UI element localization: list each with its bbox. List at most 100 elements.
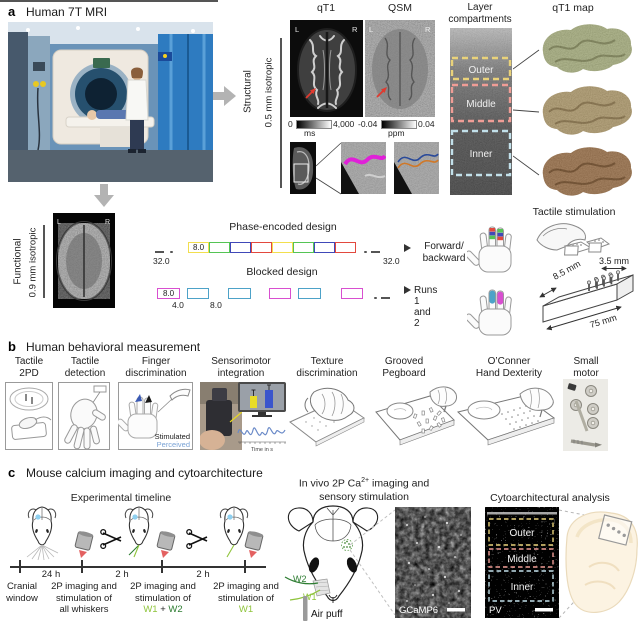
blocked-design-title: Blocked design — [246, 266, 318, 278]
functional-brain-image: L R — [53, 213, 115, 308]
timeline-title: Experimental timeline — [70, 492, 172, 504]
phase-edge-right: 32.0 — [383, 256, 400, 266]
bar-blue — [265, 390, 273, 408]
timeline-event-3: 2P imaging and stimulation of W1 — [213, 581, 279, 616]
bar-yellow — [250, 396, 257, 408]
qt1-map-title: qT1 map — [552, 2, 594, 14]
item-title-grooved-pegboard: Grooved Pegboard — [382, 356, 426, 379]
stimulated-pointer — [145, 395, 152, 403]
blocked-box-6 — [341, 288, 363, 299]
perceived-pointer — [135, 394, 142, 402]
timeline-event-1: 2P imaging and stimulation of all whiskers — [51, 581, 117, 616]
air-puff-bar — [303, 596, 308, 621]
qsm-scale-unit: ppm — [388, 128, 405, 138]
blocked-box-4 — [269, 288, 291, 299]
blocked-period-label: 8.0 — [210, 300, 222, 310]
pv-outer-box — [488, 518, 554, 546]
grooved-pegboard-drawing — [375, 386, 457, 446]
functional-left-marker: L — [57, 219, 61, 226]
hand-blocked — [467, 289, 512, 336]
panel-b-title: Human behavioral measurement — [26, 340, 201, 354]
sensorimotor-photo — [200, 382, 242, 450]
qsm-scale-max: 0.04 — [418, 119, 435, 129]
event3-w1: W1 — [238, 604, 254, 616]
interval-2h-b: 2 h — [196, 569, 210, 580]
middle-layer-box — [450, 83, 512, 123]
blocked-box-1: 8.0 — [157, 288, 180, 299]
qt1-red-arrow-icon — [305, 88, 316, 99]
qsm-gradient-bar — [381, 120, 417, 129]
mri-room-photo — [8, 22, 213, 182]
coronal-slice-schematic — [559, 509, 638, 619]
finger-discrimination-drawing: Stimulated Perceived — [118, 382, 193, 450]
phase-box-5 — [272, 242, 293, 253]
item-title-texture-discrimination: Texture discrimination — [296, 356, 358, 379]
oconner-dexterity-drawing — [456, 387, 556, 446]
dim-depth-label: 8.5 mm — [551, 258, 582, 281]
objective-icon-1 — [74, 531, 94, 558]
qt1-gradient-bar — [296, 120, 332, 129]
phase-arrow-icon — [404, 244, 411, 252]
event2-w1: W1 — [143, 604, 158, 616]
contour-blue — [397, 153, 439, 163]
pv-image: Outer Middle Inner PV — [485, 507, 559, 618]
qt1-scale-min: 0 — [288, 119, 293, 129]
qt1-scale-max: 4,000 — [333, 119, 355, 129]
phase-finger-bands — [489, 228, 503, 241]
tactile-stimulation-title: Tactile stimulation — [532, 206, 616, 218]
item-title-small-motor: Small motor — [573, 356, 599, 379]
blocked-design-row: 8.0 4.0 8.0 Runs 1 and 2 — [0, 0, 437, 329]
middle-layer-label: Middle — [466, 99, 496, 110]
whisker-w2 — [284, 576, 319, 585]
recording-site-box — [598, 514, 633, 546]
gcamp6-label: GCaMP6 — [399, 605, 438, 616]
panel-c-title: Mouse calcium imaging and cytoarchitectu… — [26, 466, 263, 480]
layer-compartments-strip: Outer Middle Inner — [450, 28, 512, 195]
small-motor-photo — [563, 379, 608, 451]
qt1-brain-image: L R — [290, 20, 363, 117]
mouse-icon-1 — [26, 506, 59, 561]
stimulator-block-drawing: 3.5 mm 8.5 mm 75 mm — [539, 256, 634, 331]
pv-inner-label: Inner — [511, 582, 534, 593]
interval-2h-a: 2 h — [115, 569, 129, 580]
event2-w2: W2 — [168, 604, 183, 616]
pv-middle-label: Middle — [507, 554, 537, 565]
pv-outer-label: Outer — [509, 528, 535, 539]
qt1-left-marker: L — [295, 25, 299, 34]
qt1-map-middle-brain — [542, 86, 632, 135]
phase-box-3 — [230, 242, 251, 253]
functional-right-marker: R — [105, 219, 110, 226]
timeline-tick-3 — [161, 560, 163, 573]
structural-resolution: 0.5 mm isotropic — [263, 57, 275, 128]
functional-label: Functional — [12, 238, 24, 285]
pv-middle-box — [488, 548, 554, 568]
arrow-right-icon — [213, 86, 236, 106]
phase-box-6 — [293, 242, 314, 253]
perceived-label: Perceived — [157, 440, 190, 449]
outer-layer-label: Outer — [468, 65, 494, 76]
item-title-tactile-detection: Tactile detection — [64, 356, 106, 379]
structural-bracket-line — [280, 38, 282, 188]
scissors-icon-1 — [100, 528, 122, 549]
timeline-start-label: Cranial window — [6, 581, 38, 604]
item-title-sensorimotor-integration: Sensorimotor integration — [211, 356, 271, 379]
qsm-left-marker: L — [369, 25, 373, 34]
qsm-scale-min: -0.04 — [358, 119, 378, 129]
stimulated-label: Stimulated — [155, 432, 190, 441]
objective-icon-3 — [244, 531, 264, 558]
blocked-finger-index — [489, 290, 496, 304]
qsm-right-marker: R — [425, 25, 431, 34]
blocked-runs-label: Runs 1 and 2 — [414, 285, 438, 329]
inner-layer-label: Inner — [470, 149, 493, 160]
panel-a-title: Human 7T MRI — [26, 5, 108, 19]
imaging-site-patch — [341, 539, 353, 551]
arrow-down-icon — [94, 184, 114, 207]
phase-design-title: Phase-encoded design — [229, 221, 337, 233]
phase-box-7 — [314, 242, 335, 253]
mouse-icon-3 — [219, 506, 249, 558]
layer-compartments-title: Layer compartments — [448, 2, 512, 25]
qsm-title: QSM — [388, 2, 412, 14]
timeline-tick-2 — [81, 560, 83, 573]
structural-label: Structural — [242, 70, 254, 113]
qt1-right-marker: R — [352, 25, 358, 34]
